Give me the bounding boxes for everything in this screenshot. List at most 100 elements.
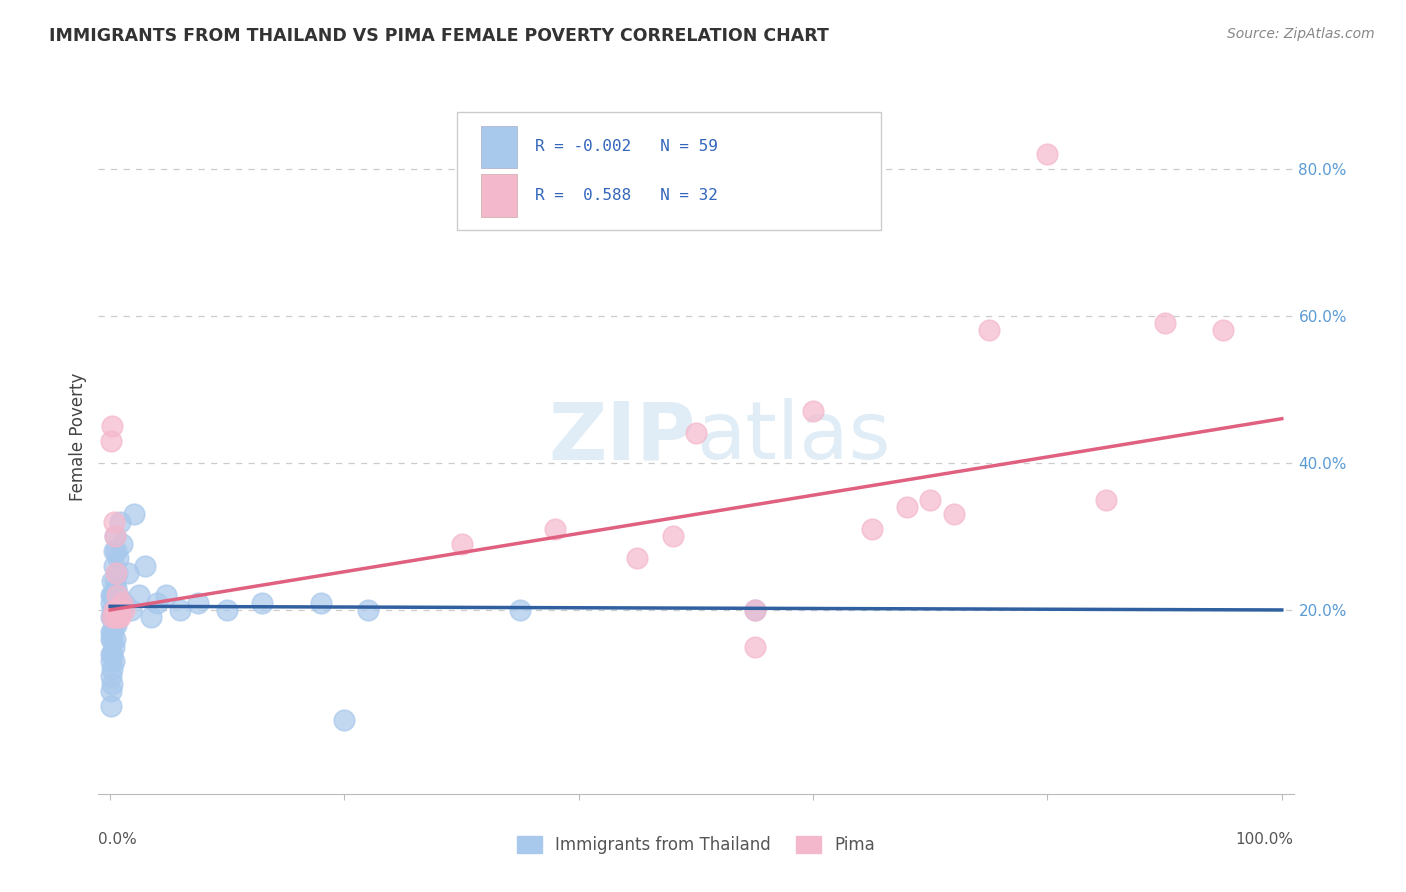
- Point: [100, 625, 122, 640]
- Point: [103, 544, 125, 558]
- FancyBboxPatch shape: [481, 126, 517, 169]
- Point: [333, 714, 356, 728]
- Point: [101, 610, 124, 624]
- Point: [108, 610, 131, 624]
- Point: [544, 522, 567, 536]
- Point: [105, 603, 128, 617]
- Point: [309, 596, 332, 610]
- Point: [117, 566, 139, 581]
- Y-axis label: Female Poverty: Female Poverty: [69, 373, 87, 501]
- Point: [103, 617, 125, 632]
- Point: [101, 662, 124, 676]
- Point: [107, 588, 129, 602]
- Point: [104, 610, 127, 624]
- Point: [155, 588, 177, 602]
- Point: [103, 655, 125, 669]
- Point: [896, 500, 918, 514]
- Point: [104, 574, 127, 588]
- Point: [744, 640, 766, 654]
- Point: [685, 426, 707, 441]
- Point: [977, 323, 1000, 337]
- Point: [801, 404, 824, 418]
- Text: R =  0.588   N = 32: R = 0.588 N = 32: [534, 188, 717, 203]
- Point: [252, 596, 274, 610]
- Point: [105, 603, 128, 617]
- Point: [128, 588, 150, 602]
- Point: [103, 515, 125, 529]
- Point: [141, 610, 163, 624]
- Text: 0.0%: 0.0%: [98, 832, 138, 847]
- FancyBboxPatch shape: [457, 112, 882, 230]
- Point: [1212, 323, 1234, 337]
- Point: [357, 603, 380, 617]
- Point: [104, 529, 127, 543]
- Point: [101, 625, 124, 640]
- Point: [105, 566, 128, 581]
- Point: [105, 617, 128, 632]
- Legend: Immigrants from Thailand, Pima: Immigrants from Thailand, Pima: [510, 829, 882, 861]
- Point: [104, 588, 127, 602]
- Point: [111, 537, 134, 551]
- Point: [100, 588, 122, 602]
- Point: [450, 537, 472, 551]
- Point: [1153, 316, 1175, 330]
- Point: [101, 676, 124, 690]
- Point: [101, 647, 124, 661]
- Point: [101, 588, 124, 602]
- Point: [105, 544, 128, 558]
- Point: [105, 581, 128, 595]
- Text: atlas: atlas: [696, 398, 890, 476]
- Point: [101, 603, 124, 617]
- Point: [104, 610, 127, 624]
- Point: [169, 603, 191, 617]
- Point: [101, 632, 124, 647]
- Text: 100.0%: 100.0%: [1236, 832, 1294, 847]
- Point: [107, 610, 129, 624]
- Point: [100, 684, 122, 698]
- Point: [100, 632, 122, 647]
- Point: [101, 574, 124, 588]
- Point: [111, 596, 134, 610]
- Point: [100, 434, 122, 448]
- Point: [134, 558, 156, 573]
- Point: [105, 588, 128, 602]
- Text: Source: ZipAtlas.com: Source: ZipAtlas.com: [1227, 27, 1375, 41]
- Point: [100, 647, 122, 661]
- Point: [101, 610, 124, 624]
- Point: [112, 596, 135, 610]
- Point: [100, 698, 122, 713]
- Point: [1036, 146, 1059, 161]
- Point: [104, 529, 127, 543]
- Text: R = -0.002   N = 59: R = -0.002 N = 59: [534, 139, 717, 154]
- Point: [860, 522, 883, 536]
- Point: [100, 655, 122, 669]
- Point: [105, 566, 128, 581]
- Point: [103, 603, 125, 617]
- Point: [120, 603, 142, 617]
- Point: [661, 529, 683, 543]
- FancyBboxPatch shape: [481, 174, 517, 217]
- Point: [108, 515, 131, 529]
- Point: [100, 596, 122, 610]
- Point: [104, 632, 127, 647]
- Point: [626, 551, 648, 566]
- Point: [112, 603, 135, 617]
- Point: [146, 596, 169, 610]
- Point: [122, 508, 145, 522]
- Point: [1095, 492, 1118, 507]
- Point: [107, 551, 129, 566]
- Point: [100, 669, 122, 683]
- Text: IMMIGRANTS FROM THAILAND VS PIMA FEMALE POVERTY CORRELATION CHART: IMMIGRANTS FROM THAILAND VS PIMA FEMALE …: [49, 27, 830, 45]
- Point: [103, 558, 125, 573]
- Point: [187, 596, 209, 610]
- Point: [103, 588, 125, 602]
- Point: [920, 492, 942, 507]
- Point: [509, 603, 531, 617]
- Point: [217, 603, 239, 617]
- Point: [942, 508, 965, 522]
- Point: [108, 603, 131, 617]
- Point: [744, 603, 766, 617]
- Point: [744, 603, 766, 617]
- Point: [101, 419, 124, 434]
- Point: [103, 640, 125, 654]
